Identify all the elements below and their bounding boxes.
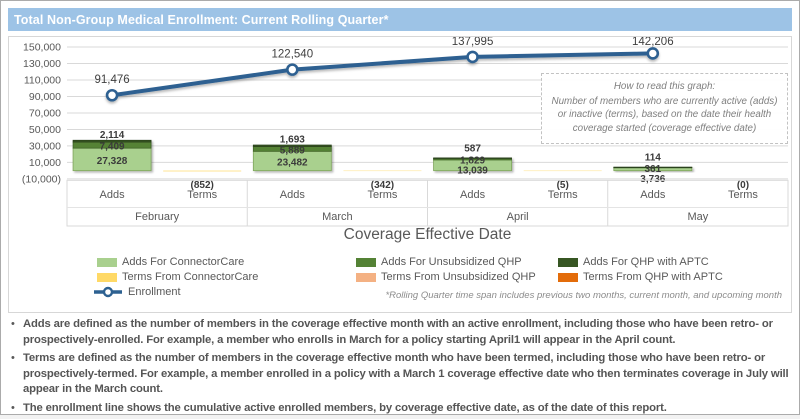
note-item: •Adds are defined as the number of membe… xyxy=(11,317,789,348)
legend-item-label: Enrollment xyxy=(128,286,181,298)
legend-item: Adds For QHP with APTC xyxy=(558,256,709,268)
x-tick-adds: Adds xyxy=(280,189,306,201)
bullet-icon: • xyxy=(11,317,23,348)
report-title: Total Non-Group Medical Enrollment: Curr… xyxy=(14,13,389,27)
how-to-read-box: How to read this graph: Number of member… xyxy=(541,73,788,144)
svg-text:23,482: 23,482 xyxy=(277,157,308,168)
note-text: Adds are defined as the number of member… xyxy=(23,317,789,348)
x-tick-month: March xyxy=(322,211,353,223)
x-tick-month: April xyxy=(507,211,529,223)
x-tick-month: February xyxy=(135,211,180,223)
legend-item: Terms From Unsubsidized QHP xyxy=(356,271,536,283)
x-tick-adds: Adds xyxy=(640,189,666,201)
report-title-bar: Total Non-Group Medical Enrollment: Curr… xyxy=(8,8,792,31)
y-tick-label: 150,000 xyxy=(23,42,61,54)
x-tick-terms: Terms xyxy=(728,189,758,201)
legend-swatch-icon xyxy=(558,273,578,282)
enrollment-point-february xyxy=(107,90,117,100)
x-axis-title: Coverage Effective Date xyxy=(344,226,512,243)
y-tick-label: 10,000 xyxy=(29,157,61,169)
x-tick-terms: Terms xyxy=(187,189,217,201)
enrollment-line-swatch-icon xyxy=(93,286,123,298)
enrollment-label: 122,540 xyxy=(272,49,314,61)
info-box-title: How to read this graph: xyxy=(550,80,779,94)
x-tick-terms: Terms xyxy=(548,189,578,201)
x-tick-adds: Adds xyxy=(100,189,126,201)
info-box-line: coverage started (coverage effective dat… xyxy=(550,122,779,136)
enrollment-point-march xyxy=(287,65,297,75)
chart-panel: 150,000 130,000 110,000 90,000 70,000 50,000 3… xyxy=(8,36,792,313)
legend-item-label: Adds For ConnectorCare xyxy=(122,256,244,268)
svg-text:7,409: 7,409 xyxy=(100,142,125,153)
y-tick-label: (10,000) xyxy=(22,173,61,185)
svg-text:114: 114 xyxy=(645,153,662,164)
svg-text:13,039: 13,039 xyxy=(457,166,488,177)
bullet-icon: • xyxy=(11,401,23,417)
rolling-quarter-footnote: *Rolling Quarter time span includes prev… xyxy=(385,290,782,301)
x-axis-band: Adds Terms February Adds Terms March Adds Terms… xyxy=(67,180,788,226)
legend-swatch-icon xyxy=(558,258,578,267)
note-item: •The enrollment line shows the cumulativ… xyxy=(11,401,789,417)
y-tick-label: 30,000 xyxy=(29,140,61,152)
y-tick-label: 70,000 xyxy=(29,107,61,119)
note-text: Terms are defined as the number of membe… xyxy=(23,351,789,398)
enrollment-point-april xyxy=(468,52,478,62)
legend-swatch-icon xyxy=(97,258,117,267)
legend-item: Terms From ConnectorCare xyxy=(97,271,258,283)
legend-item-label: Terms From QHP with APTC xyxy=(583,271,723,283)
y-tick-label: 130,000 xyxy=(23,58,61,70)
x-tick-terms: Terms xyxy=(367,189,397,201)
y-axis-labels: 150,000 130,000 110,000 90,000 70,000 50,000 3… xyxy=(22,42,61,186)
y-tick-label: 50,000 xyxy=(29,124,61,136)
info-box-line: or inactive (terms), based on the date t… xyxy=(550,108,779,122)
legend-swatch-icon xyxy=(356,258,376,267)
note-item: •Terms are defined as the number of memb… xyxy=(11,351,789,398)
definitions-notes: •Adds are defined as the number of membe… xyxy=(11,317,789,419)
legend-item: Terms From QHP with APTC xyxy=(558,271,723,283)
y-tick-label: 90,000 xyxy=(29,91,61,103)
legend-item-label: Terms From ConnectorCare xyxy=(122,271,258,283)
info-box-body: Number of members who are currently acti… xyxy=(550,95,779,136)
bullet-icon: • xyxy=(11,351,23,398)
legend-item: Adds For Unsubsidized QHP xyxy=(356,256,522,268)
y-tick-label: 110,000 xyxy=(24,74,61,86)
legend-item-label: Adds For Unsubsidized QHP xyxy=(381,256,522,268)
svg-text:2,114: 2,114 xyxy=(100,130,125,141)
legend-item-enrollment: Enrollment xyxy=(93,286,181,298)
enrollment-label: 142,206 xyxy=(632,37,674,48)
legend-swatch-icon xyxy=(97,273,117,282)
svg-text:5,889: 5,889 xyxy=(280,145,305,156)
legend-item-label: Terms From Unsubsidized QHP xyxy=(381,271,536,283)
enrollment-label: 91,476 xyxy=(94,74,129,86)
info-box-line: Number of members who are currently acti… xyxy=(550,95,779,109)
enrollment-label: 137,995 xyxy=(452,37,494,48)
legend-item-label: Adds For QHP with APTC xyxy=(583,256,709,268)
x-tick-adds: Adds xyxy=(460,189,486,201)
svg-text:3,736: 3,736 xyxy=(640,174,665,185)
svg-text:1,693: 1,693 xyxy=(280,135,305,146)
terms-bar-february xyxy=(163,171,241,172)
svg-text:587: 587 xyxy=(464,143,481,154)
legend-swatch-icon xyxy=(356,273,376,282)
x-tick-month: May xyxy=(687,211,708,223)
svg-text:27,328: 27,328 xyxy=(97,156,128,167)
note-text: The enrollment line shows the cumulative… xyxy=(23,401,789,417)
legend-item: Adds For ConnectorCare xyxy=(97,256,244,268)
enrollment-point-may xyxy=(648,48,658,58)
